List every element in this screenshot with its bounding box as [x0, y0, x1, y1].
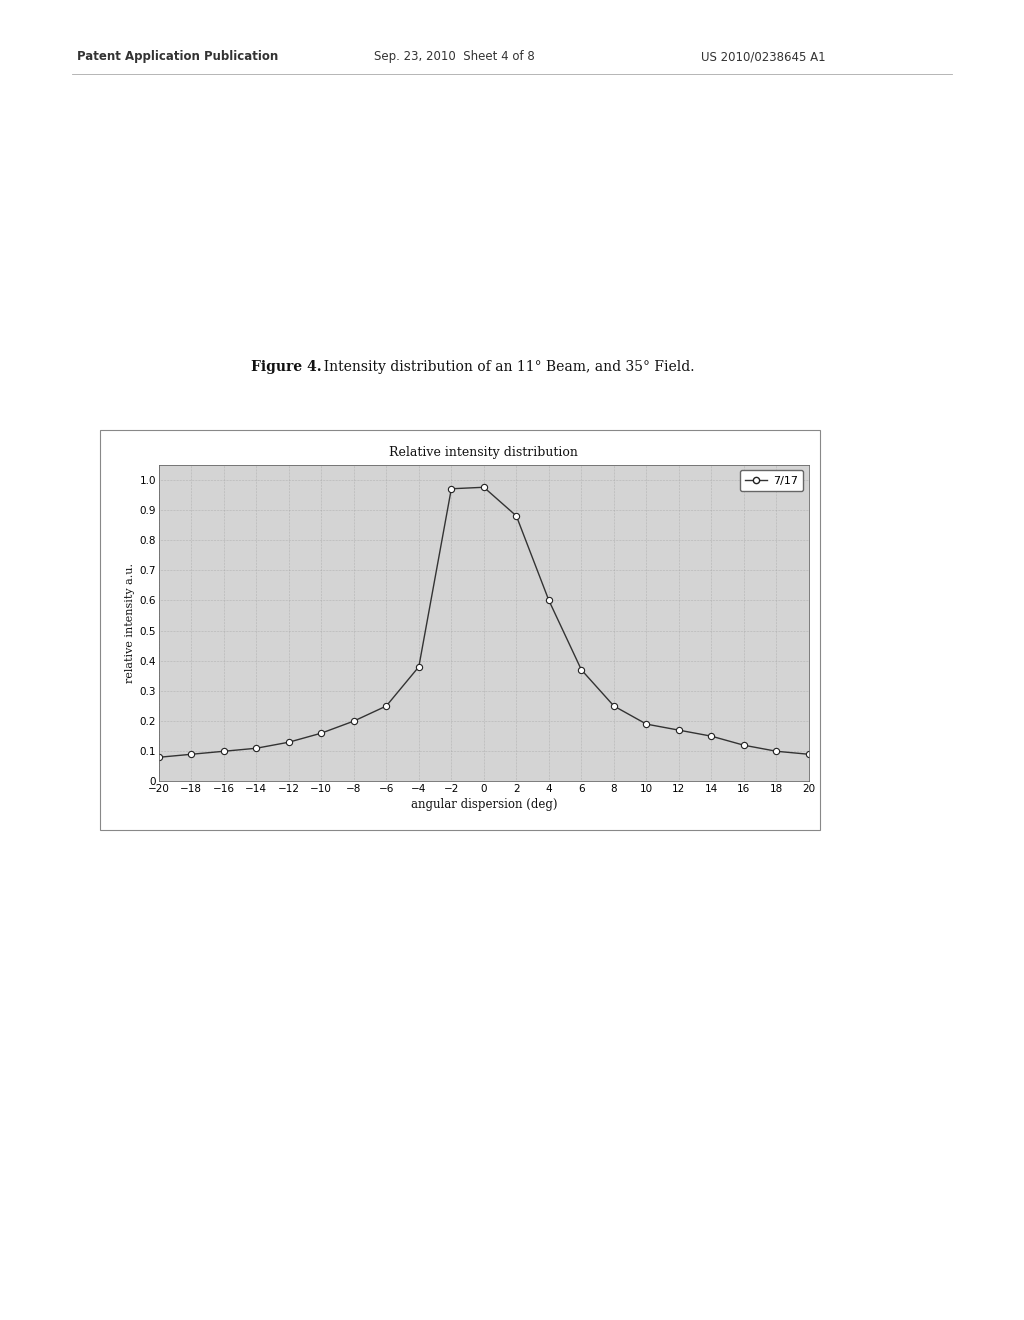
Text: US 2010/0238645 A1: US 2010/0238645 A1 — [701, 50, 826, 63]
Legend: 7/17: 7/17 — [739, 470, 804, 491]
Text: Patent Application Publication: Patent Application Publication — [77, 50, 279, 63]
Y-axis label: relative intensity a.u.: relative intensity a.u. — [125, 564, 135, 682]
Text: Sep. 23, 2010  Sheet 4 of 8: Sep. 23, 2010 Sheet 4 of 8 — [374, 50, 535, 63]
X-axis label: angular dispersion (deg): angular dispersion (deg) — [411, 799, 557, 812]
Text: Intensity distribution of an 11° Beam, and 35° Field.: Intensity distribution of an 11° Beam, a… — [315, 360, 695, 374]
Title: Relative intensity distribution: Relative intensity distribution — [389, 446, 579, 459]
Text: Figure 4.: Figure 4. — [251, 360, 322, 374]
